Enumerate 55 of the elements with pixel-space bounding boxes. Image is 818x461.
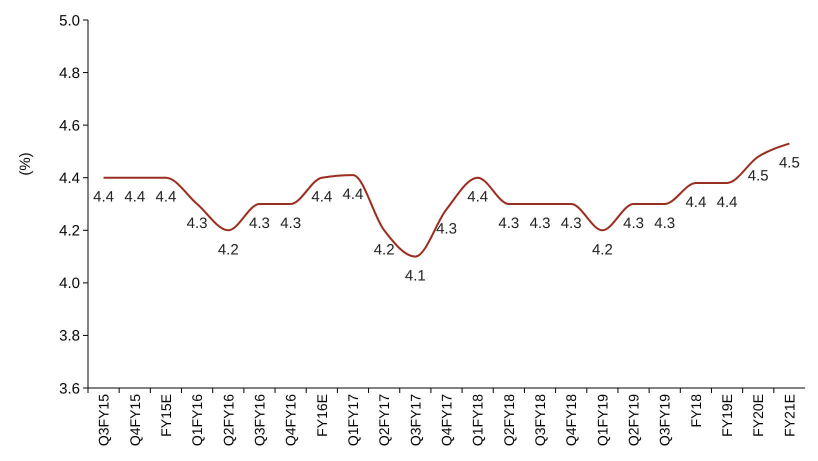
data-label: 4.5	[748, 168, 769, 185]
x-tick-label: Q4FY17	[438, 394, 454, 446]
x-tick-label: Q3FY19	[656, 394, 673, 446]
data-label: 4.2	[592, 241, 613, 258]
x-tick-label: FY20E	[750, 394, 766, 437]
y-tick-label: 4.8	[59, 64, 80, 82]
data-label: 4.4	[467, 188, 488, 206]
data-label: 4.3	[623, 215, 644, 232]
x-tick-label: Q2FY19	[626, 394, 642, 446]
x-tick-label: FY15E	[158, 394, 174, 437]
data-label: 4.4	[716, 194, 738, 211]
y-tick-label: 4.0	[59, 275, 80, 292]
data-label: 4.3	[530, 215, 550, 232]
y-tick-label: 4.4	[59, 170, 80, 187]
x-tick-label: FY21E	[781, 394, 798, 437]
data-label: 4.2	[218, 241, 239, 258]
data-label: 4.4	[342, 186, 364, 204]
data-label: 4.3	[654, 215, 676, 232]
x-tick-label: Q2FY16	[220, 394, 236, 446]
data-label: 4.3	[498, 215, 520, 232]
x-tick-label: Q2FY17	[376, 394, 392, 446]
y-tick-label: 4.2	[59, 222, 80, 240]
y-tick-label: 3.8	[59, 328, 80, 345]
data-label: 4.3	[280, 215, 302, 232]
x-tick-label: Q1FY17	[344, 394, 361, 446]
data-label: 4.4	[124, 188, 146, 206]
x-tick-label: Q1FY18	[470, 394, 486, 446]
data-label: 4.3	[249, 215, 270, 232]
data-label: 4.5	[778, 154, 800, 172]
x-tick-label: Q3FY17	[407, 394, 424, 446]
x-tick-label: FY16E	[314, 394, 330, 437]
x-tick-label: Q3FY15	[96, 394, 112, 446]
x-tick-label: Q4FY15	[126, 394, 143, 446]
x-tick-label: Q3FY16	[251, 394, 268, 446]
x-tick-label: Q4FY18	[563, 394, 580, 446]
data-label: 4.4	[311, 188, 332, 206]
y-axis-title: (%)	[17, 152, 34, 176]
x-tick-label: Q3FY18	[532, 394, 548, 446]
data-label: 4.4	[156, 188, 176, 206]
data-label: 4.1	[404, 268, 426, 285]
data-label: 4.3	[436, 220, 457, 238]
y-tick-label: 3.6	[59, 380, 80, 398]
y-tick-label: 4.6	[59, 117, 80, 134]
x-tick-label: Q4FY16	[282, 394, 299, 446]
x-tick-label: Q1FY19	[594, 394, 610, 446]
x-tick-label: FY18	[688, 394, 704, 428]
data-label: 4.4	[685, 194, 706, 211]
data-label: 4.4	[93, 188, 114, 206]
x-tick-label: FY19E	[719, 394, 736, 437]
x-tick-label: Q2FY18	[500, 394, 517, 446]
y-tick-label: 5.0	[59, 12, 80, 30]
data-label: 4.3	[560, 215, 582, 232]
x-tick-label: Q1FY16	[189, 394, 206, 446]
data-label: 4.2	[374, 241, 395, 258]
data-label: 4.3	[186, 215, 208, 232]
